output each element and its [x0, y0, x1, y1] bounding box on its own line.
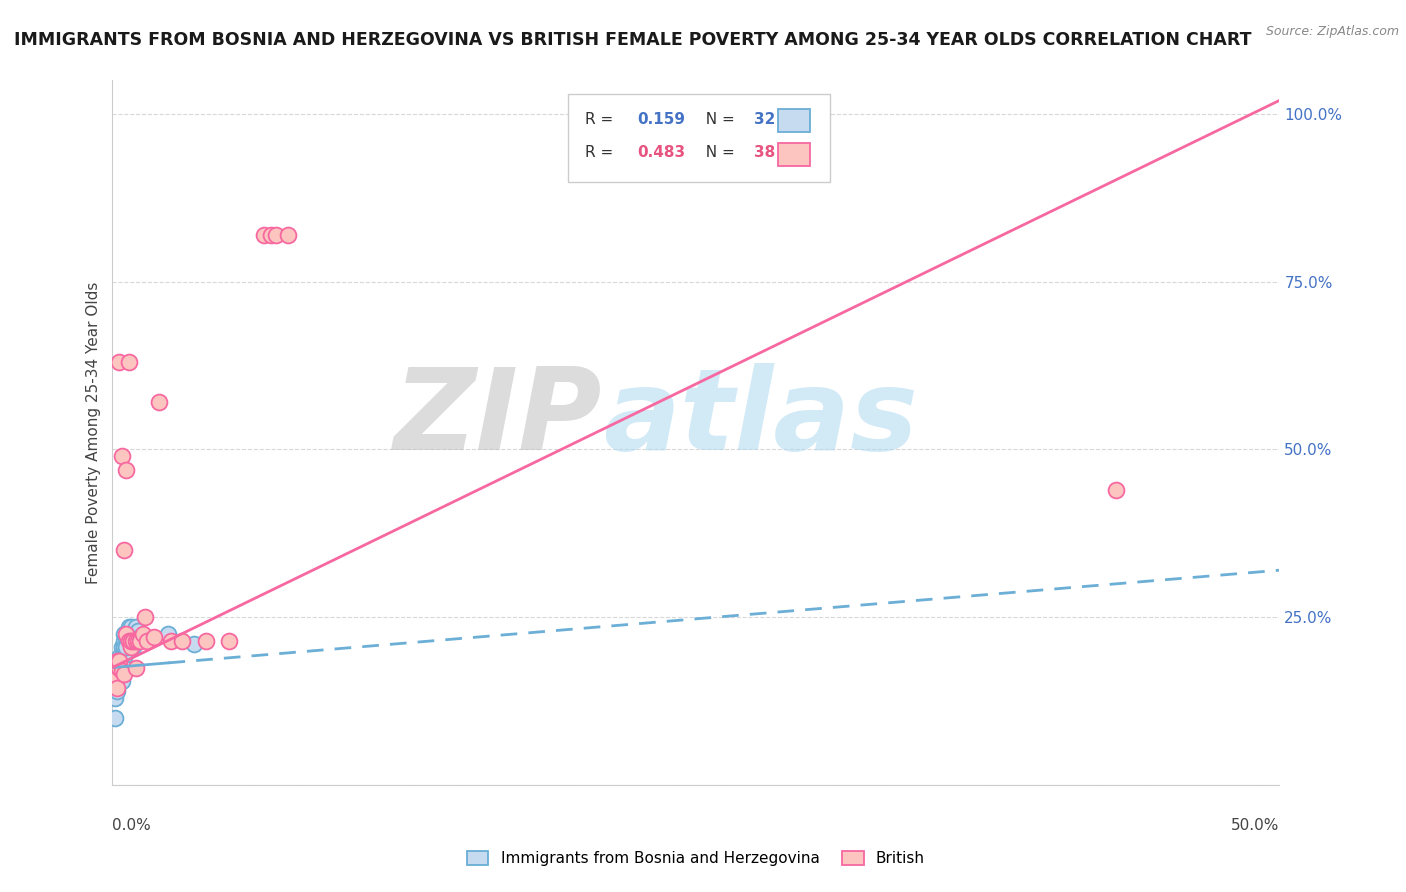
Point [112, 627, 135, 641]
Text: Source: ZipAtlas.com: Source: ZipAtlas.com [1265, 25, 1399, 38]
Point [108, 667, 131, 681]
Point [120, 640, 142, 655]
Point [112, 667, 135, 681]
Point [122, 640, 145, 655]
Point [118, 355, 141, 369]
Text: atlas: atlas [603, 363, 918, 474]
Point [105, 654, 128, 668]
Point [104, 711, 127, 725]
Point [157, 627, 180, 641]
Point [122, 633, 145, 648]
Point [125, 633, 148, 648]
Point [264, 227, 287, 242]
Point [136, 633, 159, 648]
Point [104, 667, 127, 681]
Point [108, 355, 131, 369]
Point [112, 543, 135, 558]
Point [122, 633, 145, 648]
Point [111, 449, 134, 463]
Point [104, 681, 127, 695]
Text: ZIP: ZIP [394, 363, 603, 474]
Point [118, 630, 141, 644]
Point [118, 620, 141, 634]
Text: N =: N = [696, 112, 740, 127]
Point [148, 395, 170, 409]
Text: 32: 32 [754, 112, 776, 127]
Point [111, 664, 134, 678]
Text: IMMIGRANTS FROM BOSNIA AND HERZEGOVINA VS BRITISH FEMALE POVERTY AMONG 25-34 YEA: IMMIGRANTS FROM BOSNIA AND HERZEGOVINA V… [14, 31, 1251, 49]
Point [105, 681, 128, 695]
Point [125, 660, 148, 674]
Point [276, 227, 298, 242]
Point [108, 673, 131, 688]
Point [129, 633, 152, 648]
FancyBboxPatch shape [568, 95, 830, 183]
Y-axis label: Female Poverty Among 25-34 Year Olds: Female Poverty Among 25-34 Year Olds [86, 282, 101, 583]
Point [111, 640, 134, 655]
Point [105, 671, 128, 685]
Bar [778, 109, 810, 132]
Point [134, 610, 156, 624]
Point [253, 227, 276, 242]
Point [104, 673, 127, 688]
Point [108, 650, 131, 665]
Point [143, 630, 166, 644]
Point [111, 673, 134, 688]
Point [120, 630, 142, 644]
Text: 0.483: 0.483 [638, 145, 686, 161]
Point [127, 633, 149, 648]
Point [112, 650, 135, 665]
Point [1105, 483, 1128, 497]
Point [120, 633, 142, 648]
Point [111, 650, 134, 665]
Point [108, 654, 131, 668]
Point [129, 630, 152, 644]
Point [260, 227, 283, 242]
Point [118, 633, 141, 648]
Point [115, 640, 138, 655]
Text: R =: R = [585, 145, 619, 161]
Legend: Immigrants from Bosnia and Herzegovina, British: Immigrants from Bosnia and Herzegovina, … [461, 845, 931, 872]
Point [111, 660, 134, 674]
Bar [778, 143, 810, 166]
Text: 38: 38 [754, 145, 776, 161]
Point [125, 620, 148, 634]
Point [112, 660, 135, 674]
Point [115, 627, 138, 641]
Text: R =: R = [585, 112, 619, 127]
Point [104, 660, 127, 674]
Point [132, 627, 155, 641]
Point [127, 624, 149, 638]
Text: 0.0%: 0.0% [112, 818, 152, 832]
Text: 50.0%: 50.0% [1232, 818, 1279, 832]
Point [115, 462, 138, 476]
Point [172, 633, 194, 648]
Text: N =: N = [696, 145, 740, 161]
Point [125, 633, 148, 648]
Text: 0.159: 0.159 [638, 112, 686, 127]
Point [160, 633, 183, 648]
Point [115, 630, 138, 644]
Point [112, 633, 135, 648]
Point [104, 690, 127, 705]
Point [108, 660, 131, 674]
Point [218, 633, 240, 648]
Point [183, 637, 205, 651]
Point [112, 640, 135, 655]
Point [105, 684, 128, 698]
Point [194, 633, 217, 648]
Point [105, 667, 128, 681]
Point [120, 620, 142, 634]
Point [108, 660, 131, 674]
